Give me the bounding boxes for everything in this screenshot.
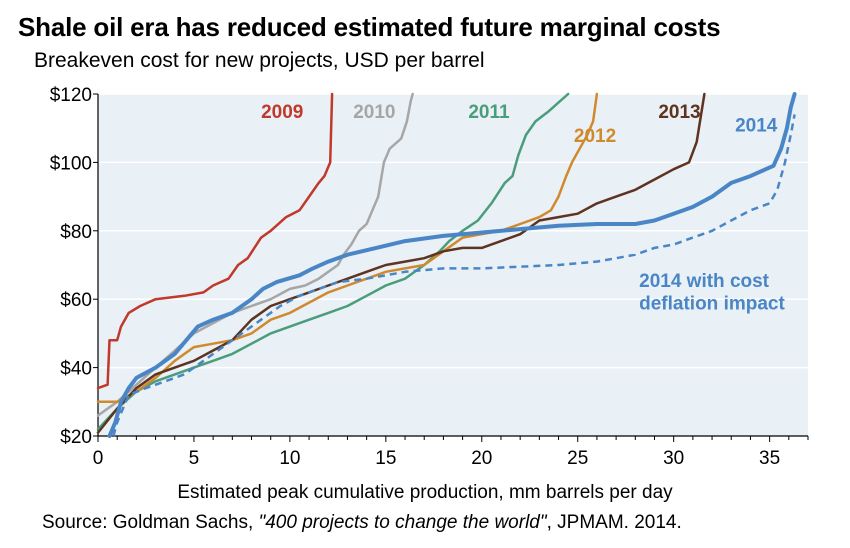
series-line-2012 <box>96 92 599 404</box>
series-label: 2014 <box>735 116 778 137</box>
y-tick-label: $20 <box>60 427 92 448</box>
series-label: 2012 <box>574 126 616 147</box>
y-tick-label: $40 <box>60 359 92 380</box>
plot-area <box>98 94 808 436</box>
series-line-2014 <box>107 92 797 438</box>
series-lines <box>96 92 797 438</box>
source-prefix: Source: Goldman Sachs, <box>42 512 259 533</box>
series-label: 2009 <box>261 102 303 123</box>
series-label: 2010 <box>353 102 395 123</box>
series-annotations: 2009 2010 2011 2012 2013 2014 2014 with costde… <box>261 102 785 315</box>
x-tick-label: 30 <box>663 448 684 469</box>
x-tick-label: 15 <box>375 448 396 469</box>
series-label: 2011 <box>468 102 510 123</box>
series-label: 2014 with cost <box>639 271 770 292</box>
y-tick-label: $80 <box>60 222 92 243</box>
series-label: 2013 <box>658 102 700 123</box>
x-axis-label: Estimated peak cumulative production, mm… <box>177 482 673 503</box>
x-tick-label: 0 <box>93 448 104 469</box>
y-tick-label: $120 <box>50 85 92 106</box>
axes: $20 $40 $60 $80 $100 $120 0 5 10 15 20 25 30 35 <box>50 85 809 469</box>
source-title: "400 projects to change the world" <box>258 512 547 533</box>
series-line-2009 <box>96 92 334 390</box>
series-label: deflation impact <box>639 293 785 314</box>
x-tick-label: 35 <box>759 448 780 469</box>
x-tick-label: 5 <box>189 448 200 469</box>
series-line-2014-with-cost-deflation-impact <box>112 114 796 437</box>
chart-subtitle: Breakeven cost for new projects, USD per… <box>34 49 485 72</box>
series-line-2013 <box>96 92 706 434</box>
x-tick-label: 20 <box>471 448 492 469</box>
y-tick-label: $60 <box>60 290 92 311</box>
chart-title: Shale oil era has reduced estimated futu… <box>18 12 721 42</box>
source-note: Source: Goldman Sachs, "400 projects to … <box>42 512 682 534</box>
x-tick-label: 10 <box>279 448 300 469</box>
x-tick-label: 25 <box>567 448 588 469</box>
source-suffix: , JPMAM. 2014. <box>546 512 682 533</box>
y-tick-label: $100 <box>50 153 92 174</box>
